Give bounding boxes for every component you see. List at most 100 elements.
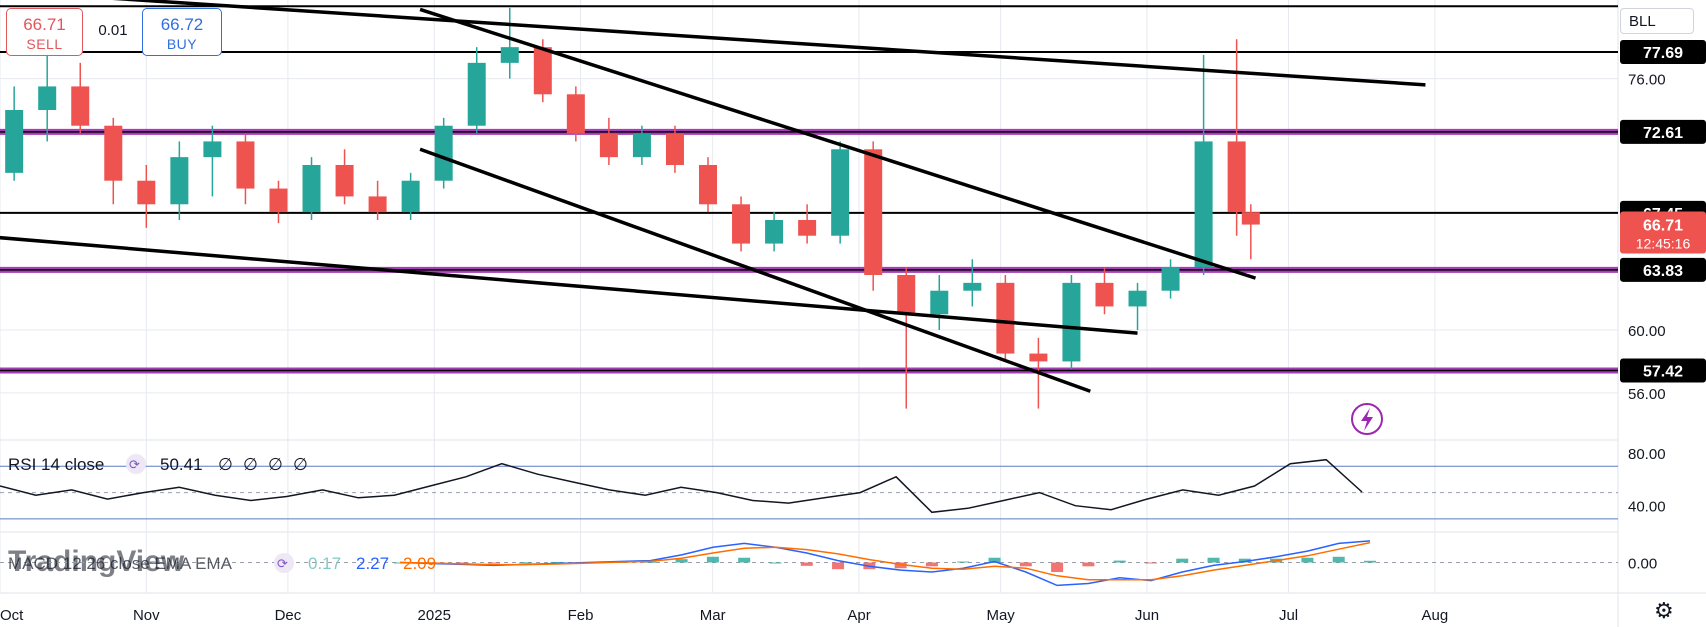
macd-histogram-bar [988,557,1001,563]
macd-pane [0,540,1618,587]
price-label-badge [1620,257,1706,282]
macd-histogram-bar [894,562,907,569]
candle-body [1062,282,1081,362]
trendline-1 [419,7,1257,280]
macd-histogram-bar [1019,562,1032,567]
candle-body [599,133,618,158]
settings-gear-icon[interactable]: ⚙ [1654,598,1674,623]
candle-body [765,220,784,244]
price-label-value: 77.69 [1643,45,1683,62]
rsi-legend-name: RSI 14 close [8,455,104,474]
time-axis[interactable]: Oct Nov Dec 2025 Feb Mar Apr May Jun Jul Aug [0,607,1448,624]
candle-body [831,149,850,236]
candle-body [335,165,354,197]
candle-body [1227,141,1246,213]
macd-histogram-value: 0.17 [308,554,341,573]
candle-body [864,149,883,275]
trendline-3 [0,235,1138,335]
candle-body [665,133,684,165]
macd-histogram-bar [706,556,719,563]
candle-body [71,86,90,126]
grid [0,0,1618,593]
candle-body [170,157,189,205]
buy-button[interactable]: 66.72 BUY [142,8,222,56]
x-tick-label: Dec [275,607,302,624]
price-label-badge [1620,119,1706,144]
candle-body [38,86,57,110]
price-label-countdown: 12:45:16 [1636,236,1691,252]
candle-body [236,141,255,189]
flash-icon[interactable] [1351,403,1383,435]
macd-histogram-bar [1113,560,1126,563]
y-tick-label: 56.00 [1628,386,1666,403]
price-label-value: 66.71 [1643,218,1683,235]
price-axis-background [1618,0,1706,627]
macd-legend-name: MACD 12 26 close EMA EMA [8,554,233,573]
rsi-settings-icon-glyph: ⟳ [129,458,140,473]
candle-body [500,47,519,63]
x-tick-label: Apr [847,607,870,624]
macd-histogram-bar [550,561,563,563]
candle-body [798,220,817,236]
trendline-0 [112,0,1426,87]
macd-legend[interactable]: MACD 12 26 close EMA EMA ⟳ 0.17 2.27 2.0… [8,553,436,573]
candle-body [302,165,321,213]
symbol-field[interactable]: BLL [1620,8,1694,34]
candle-body [930,290,949,315]
candle-body [104,125,123,181]
y-tick-label: 76.00 [1628,72,1666,89]
sell-price: 66.71 [23,15,66,34]
sell-label: SELL [26,36,63,52]
x-tick-label: Nov [133,607,160,624]
candle-body [897,275,916,315]
candle-body [434,125,453,181]
macd-histogram-bar [1364,560,1376,563]
candle-body [996,282,1015,354]
rsi-legend[interactable]: RSI 14 close ⟳ 50.41 ∅ ∅ ∅ ∅ [8,454,308,475]
candle-body [632,133,651,158]
macd-signal-value: 2.09 [403,554,436,573]
candle-body [269,188,288,213]
price-label-badge [1620,40,1706,65]
support-resistance-lines [0,5,1618,374]
candle-body [368,196,387,213]
macd-tick-label: 0.00 [1628,556,1657,573]
spread-value: 0.01 [98,22,128,39]
candle-body [1194,141,1213,268]
price-axis[interactable]: 56.0060.0076.0077.6972.6167.4566.7112:45… [1620,40,1706,573]
x-tick-label: May [986,607,1015,624]
candle-body [137,180,156,205]
y-tick-label: 60.00 [1628,323,1666,340]
candle-body [5,110,24,173]
macd-settings-icon[interactable] [274,553,294,573]
trendlines [0,0,1426,393]
rsi-legend-value: 50.41 [160,455,203,474]
rsi-settings-icon[interactable] [126,454,146,474]
macd-histogram-bar [1082,562,1095,567]
x-tick-label: Aug [1422,607,1449,624]
candle-body [533,47,552,95]
trendline-2 [419,147,1091,393]
x-tick-label: Jul [1279,607,1298,624]
candle-body [401,180,420,213]
macd-histogram-bar [1207,557,1220,563]
sell-button[interactable]: 66.71 SELL [6,8,83,56]
macd-histogram-bar [644,561,657,563]
macd-histogram-bar [800,562,813,566]
macd-histogram-bar [832,562,845,570]
macd-histogram-bar [1332,556,1345,563]
candle-body [467,62,486,126]
buy-price: 66.72 [160,15,204,34]
buy-label: BUY [166,36,198,52]
price-label-value: 63.83 [1643,263,1683,280]
price-label-value: 57.42 [1643,364,1683,381]
macd-settings-icon-glyph: ⟳ [277,557,288,572]
macd-histogram-bar [519,562,532,564]
watermark: TradingView [8,545,185,578]
candle-body [699,165,717,205]
candle-body [1241,212,1260,225]
macd-histogram-bar [1238,558,1251,563]
candle-body [203,141,222,158]
macd-line-value: 2.27 [356,554,389,573]
